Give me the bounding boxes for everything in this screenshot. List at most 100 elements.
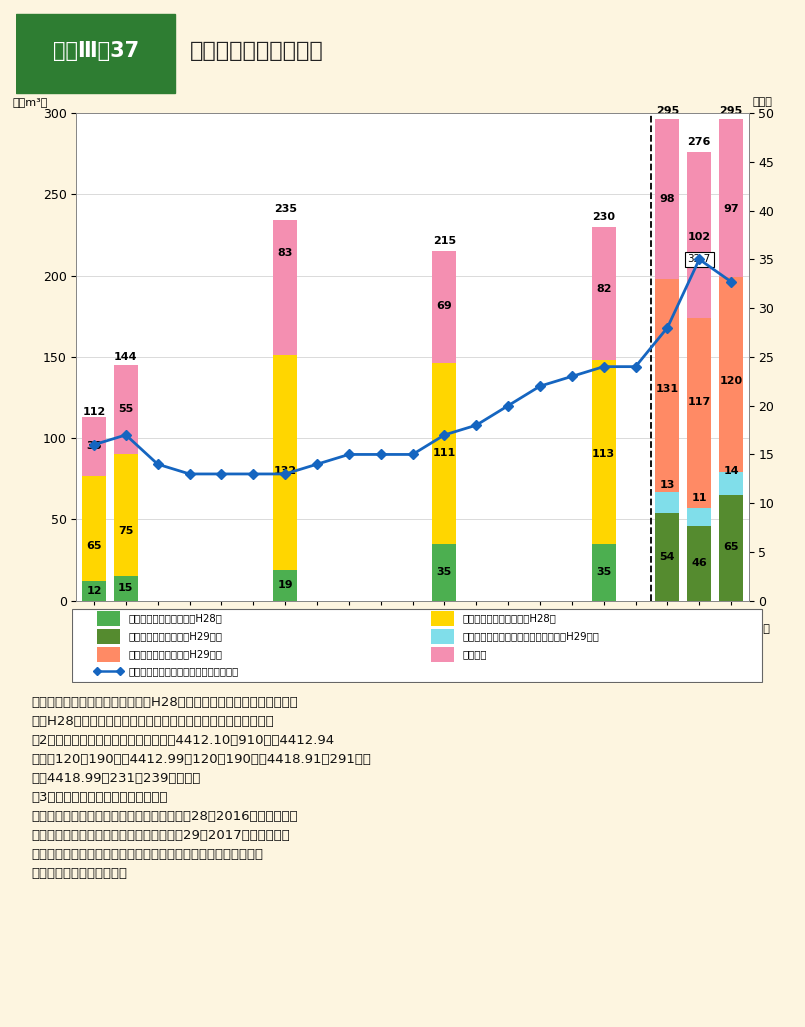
Text: R2: R2 xyxy=(691,623,707,637)
Text: 111: 111 xyxy=(433,448,456,458)
Text: 295: 295 xyxy=(720,106,743,116)
Text: 235: 235 xyxy=(274,203,296,214)
Text: 資料Ⅲ－37: 資料Ⅲ－37 xyxy=(52,41,138,61)
Text: 75: 75 xyxy=(118,526,134,536)
Text: 98: 98 xyxy=(659,194,675,204)
Text: 国内生産（輸入材）（～H28）: 国内生産（輸入材）（～H28） xyxy=(462,613,556,623)
Text: 65: 65 xyxy=(724,542,739,553)
Text: (05): (05) xyxy=(275,638,295,648)
Text: H11: H11 xyxy=(82,623,106,637)
Bar xyxy=(655,492,679,512)
Text: (21): (21) xyxy=(720,638,741,648)
Text: (20): (20) xyxy=(689,638,710,648)
Text: 22: 22 xyxy=(437,623,452,637)
Text: 36: 36 xyxy=(86,442,101,451)
FancyBboxPatch shape xyxy=(16,13,175,93)
Bar xyxy=(719,277,743,472)
Text: （％）: （％） xyxy=(752,98,772,107)
Text: 35: 35 xyxy=(596,567,611,576)
Text: 13: 13 xyxy=(660,481,675,490)
Text: 製品輸入: 製品輸入 xyxy=(462,649,487,659)
Text: 55: 55 xyxy=(118,404,134,414)
Bar xyxy=(592,227,616,360)
Text: 国内生産（輸入材）（H29～）: 国内生産（輸入材）（H29～） xyxy=(128,649,222,659)
Bar xyxy=(655,278,679,492)
FancyBboxPatch shape xyxy=(72,609,762,682)
Bar xyxy=(655,119,679,278)
Bar xyxy=(273,355,297,570)
Text: 132: 132 xyxy=(274,465,297,476)
Text: 65: 65 xyxy=(86,540,101,550)
Bar xyxy=(592,360,616,544)
Bar xyxy=(82,581,106,601)
Bar xyxy=(114,454,138,576)
Bar xyxy=(592,544,616,601)
Bar xyxy=(431,647,454,662)
Bar xyxy=(687,318,712,508)
Bar xyxy=(431,611,454,626)
Bar xyxy=(432,364,456,544)
Text: （万m³）: （万m³） xyxy=(13,98,48,107)
Text: 112: 112 xyxy=(82,407,105,417)
Text: (2000): (2000) xyxy=(109,638,143,648)
Bar xyxy=(97,647,120,662)
Text: 19: 19 xyxy=(278,579,293,589)
Text: 102: 102 xyxy=(687,231,711,241)
Bar xyxy=(114,576,138,601)
Bar xyxy=(82,476,106,581)
Bar xyxy=(97,629,120,644)
Text: 46: 46 xyxy=(691,559,707,568)
Text: 国内生産（国産材と輸入材の混合）（H29～）: 国内生産（国産材と輸入材の混合）（H29～） xyxy=(462,632,599,642)
Bar xyxy=(687,508,712,526)
Bar xyxy=(114,365,138,454)
Bar xyxy=(719,495,743,601)
Text: 113: 113 xyxy=(592,450,615,459)
Bar xyxy=(432,544,456,601)
Text: 集成材の供給量の推移: 集成材の供給量の推移 xyxy=(190,41,324,61)
Text: (1999): (1999) xyxy=(76,638,111,648)
Text: 11: 11 xyxy=(691,493,707,503)
Text: 230: 230 xyxy=(592,212,615,222)
Text: 83: 83 xyxy=(278,248,293,258)
Text: 国産材を原料としたものの割合（右軸）: 国産材を原料としたものの割合（右軸） xyxy=(128,665,238,676)
Text: 69: 69 xyxy=(436,302,452,311)
Text: (17): (17) xyxy=(657,638,678,648)
Text: 12: 12 xyxy=(118,623,134,637)
Text: 117: 117 xyxy=(687,397,711,408)
Text: 295: 295 xyxy=(656,106,679,116)
Bar xyxy=(432,252,456,364)
Bar xyxy=(431,629,454,644)
Text: 29: 29 xyxy=(660,623,675,637)
Text: 215: 215 xyxy=(433,236,456,246)
Bar xyxy=(82,417,106,476)
Text: 54: 54 xyxy=(659,551,675,562)
Bar xyxy=(687,526,712,601)
Text: 12: 12 xyxy=(86,586,101,596)
Bar xyxy=(273,221,297,355)
Text: 97: 97 xyxy=(724,204,739,214)
Text: （年）: （年） xyxy=(750,623,770,634)
Text: 注１：「国内生産（国産材）（～H28）」と「国内生産（輸入材）（～
　　H28）」は集成材原材料の地域別使用比率から試算した値。
　2：「製品輸入」は輸入統計品: 注１：「国内生産（国産材）（～H28）」と「国内生産（輸入材）（～ H28）」は… xyxy=(32,696,372,880)
Text: 276: 276 xyxy=(687,138,711,147)
Text: 3: 3 xyxy=(728,623,735,637)
Text: 17: 17 xyxy=(278,623,293,637)
Text: 131: 131 xyxy=(656,384,679,394)
Bar xyxy=(273,570,297,601)
Bar xyxy=(687,152,712,318)
Text: 82: 82 xyxy=(596,283,612,294)
Bar xyxy=(97,611,120,626)
Text: 120: 120 xyxy=(720,376,743,386)
Text: 15: 15 xyxy=(118,582,134,593)
Text: 14: 14 xyxy=(724,465,739,476)
Text: 144: 144 xyxy=(114,352,138,362)
Text: 32.7: 32.7 xyxy=(687,255,711,264)
Bar xyxy=(719,472,743,495)
Bar xyxy=(655,512,679,601)
Text: 国内生産（国産材）（～H28）: 国内生産（国産材）（～H28） xyxy=(128,613,222,623)
Text: (15): (15) xyxy=(593,638,614,648)
Text: 27: 27 xyxy=(597,623,611,637)
Text: 35: 35 xyxy=(437,567,452,576)
Text: (10): (10) xyxy=(434,638,455,648)
Text: 国内生産（国産材）（H29～）: 国内生産（国産材）（H29～） xyxy=(128,632,222,642)
Bar xyxy=(719,119,743,277)
